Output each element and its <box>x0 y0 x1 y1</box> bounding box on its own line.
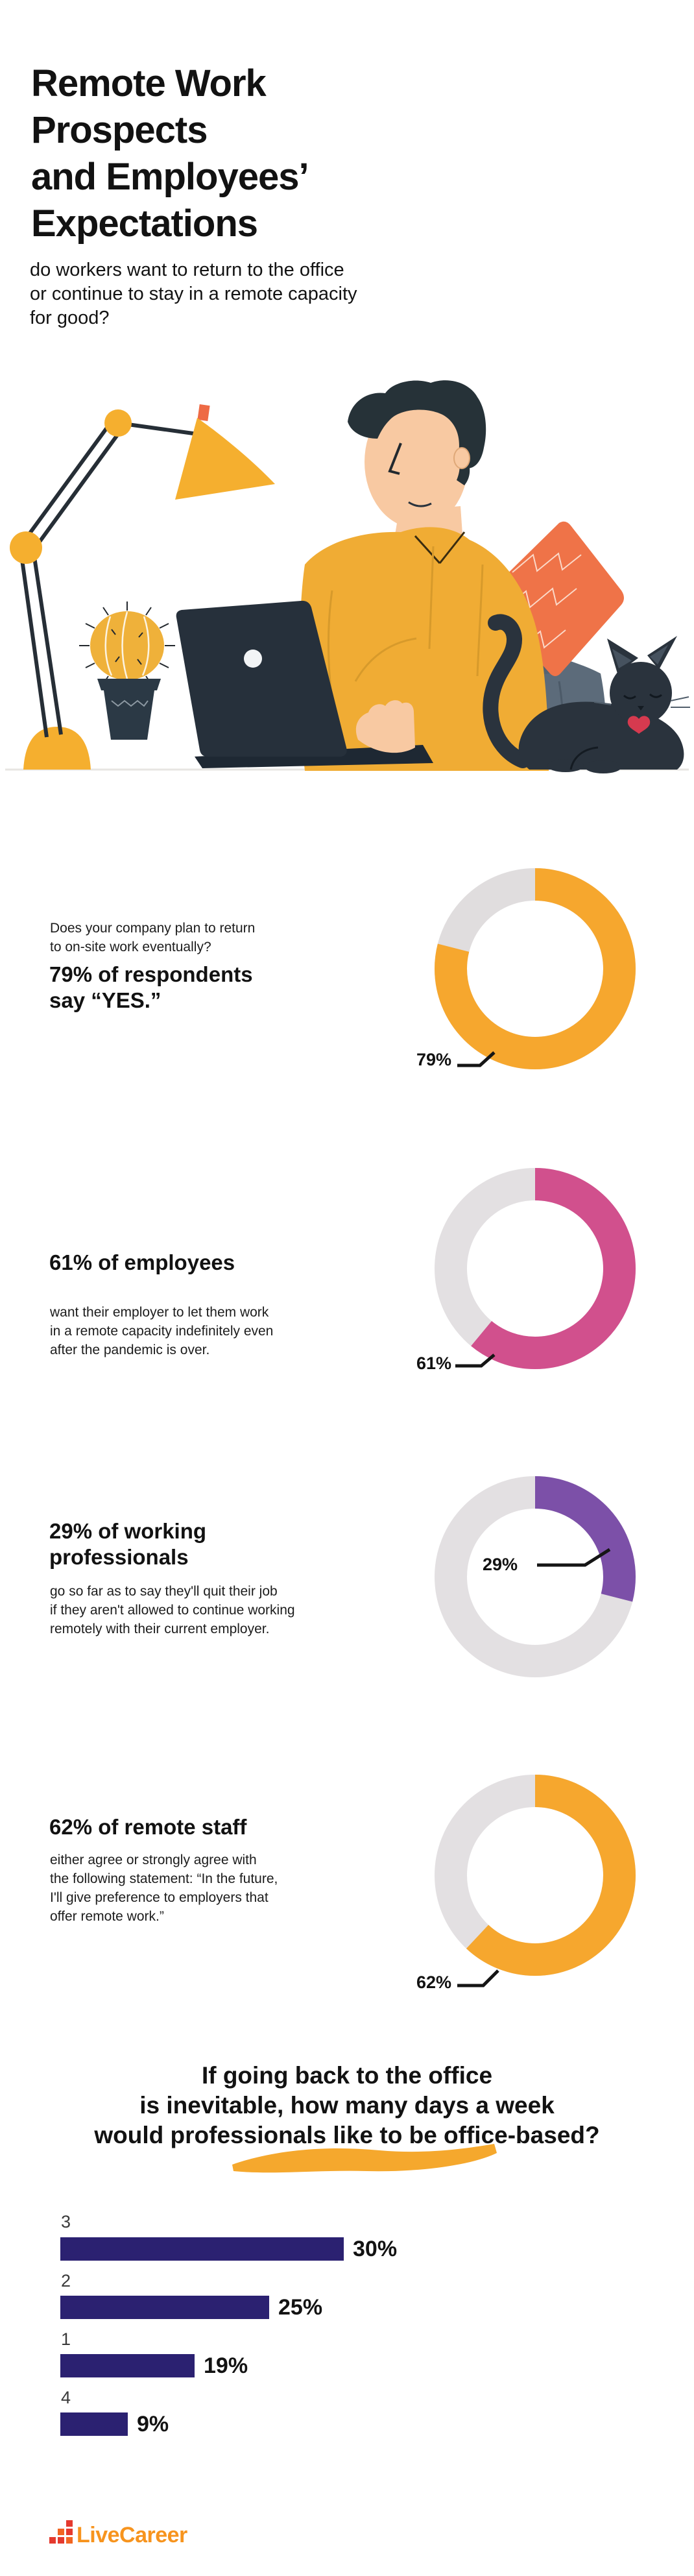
laptop-logo-dot <box>244 650 262 668</box>
person-at-laptop <box>299 380 549 771</box>
hand <box>355 700 415 753</box>
section-3-headline: 29% of working professionals <box>49 1519 207 1569</box>
bar-3-value: 30% <box>353 2236 398 2261</box>
desk-lamp-icon <box>10 404 275 770</box>
section-2-headline: 61% of employees <box>49 1250 235 1274</box>
cat-icon <box>483 614 690 773</box>
bar-category-2: 2 <box>61 2271 71 2290</box>
page-title: Remote Work Prospects and Employees’ Exp… <box>31 62 309 245</box>
section-3-body: go so far as to say they'll quit their j… <box>50 1584 295 1636</box>
bar-category-4: 4 <box>61 2388 71 2407</box>
donut-1-value-label: 79% <box>416 1050 452 1069</box>
leader-line <box>537 1548 611 1567</box>
donut-chart-29 <box>435 1476 636 1677</box>
bar-2-days <box>60 2296 269 2319</box>
livecareer-logo-text: LiveCareer <box>77 2523 187 2546</box>
bar-category-3: 3 <box>61 2212 71 2231</box>
cat-heart-tag <box>627 716 651 734</box>
donut-chart-79 <box>435 868 636 1069</box>
bar-row-1: 19% <box>60 2351 248 2381</box>
donut-4-value-label: 62% <box>416 1973 452 1992</box>
cactus-icon <box>79 601 175 740</box>
section-2-body: want their employer to let them work in … <box>50 1305 274 1357</box>
livecareer-logo: LiveCareer <box>49 2520 188 2546</box>
donut-3-value-label: 29% <box>483 1555 518 1574</box>
page-subtitle: do workers want to return to the office … <box>30 260 357 328</box>
donut-chart-62 <box>435 1775 636 1987</box>
title-highlight-swoosh <box>232 2144 497 2173</box>
section-4-headline: 62% of remote staff <box>49 1815 247 1839</box>
section-4-body: either agree or strongly agree with the … <box>50 1853 278 1924</box>
donut-chart-61 <box>435 1168 636 1369</box>
bar-4-value: 9% <box>137 2411 169 2436</box>
bar-chart-title: If going back to the office is inevitabl… <box>94 2062 600 2148</box>
bar-2-value: 25% <box>278 2294 323 2320</box>
bar-1-value: 19% <box>204 2353 248 2378</box>
leader-line <box>455 1354 496 1368</box>
bar-row-4: 9% <box>60 2409 169 2439</box>
leader-line <box>457 1051 496 1067</box>
section-1-question: Does your company plan to return to on-s… <box>50 921 256 954</box>
livecareer-logo-icon <box>49 2520 73 2544</box>
bar-category-1: 1 <box>61 2329 71 2349</box>
bar-3-days <box>60 2237 344 2261</box>
bar-row-3: 30% <box>60 2234 397 2264</box>
donut-2-value-label: 61% <box>416 1354 452 1373</box>
bar-1-day <box>60 2354 195 2377</box>
bar-4-days <box>60 2412 128 2436</box>
leader-line <box>457 1969 499 1987</box>
laptop <box>176 600 433 768</box>
section-1-headline: 79% of respondents say “YES.” <box>49 962 253 1012</box>
remote-worker-illustration <box>5 380 690 773</box>
bar-row-2: 25% <box>60 2292 322 2322</box>
